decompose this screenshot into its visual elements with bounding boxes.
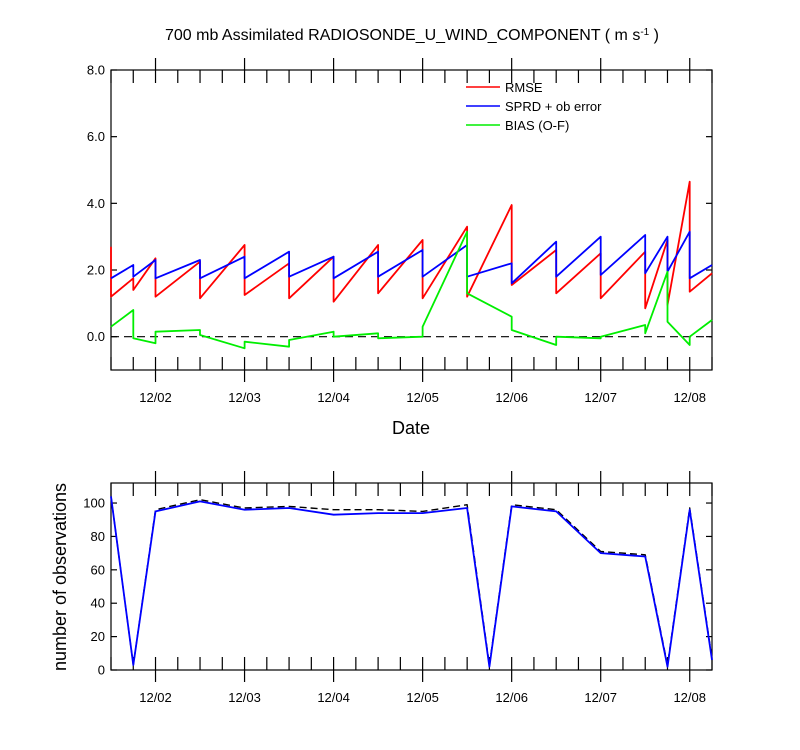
chart-title: 700 mb Assimilated RADIOSONDE_U_WIND_COM…: [165, 27, 659, 45]
x-tick-label: 12/05: [406, 690, 439, 705]
x-tick-label: 12/07: [584, 690, 617, 705]
bottom-y-axis-title: number of observations: [50, 483, 70, 671]
y-tick-label: 40: [91, 596, 105, 611]
x-tick-label: 12/06: [495, 690, 528, 705]
legend-label-rmse: RMSE: [505, 80, 543, 95]
x-tick-label: 12/02: [139, 390, 172, 405]
y-tick-label: 100: [83, 496, 105, 511]
x-tick-label: 12/02: [139, 690, 172, 705]
legend-label-bias: BIAS (O-F): [505, 118, 569, 133]
x-tick-label: 12/05: [406, 390, 439, 405]
series-line-assimilated-observations: [110, 496, 713, 668]
top-x-ticks: 12/02 12/03 12/04 12/05 12/06 12/07 12/08: [110, 58, 713, 405]
x-tick-label: 12/08: [673, 390, 706, 405]
y-tick-label: 0: [98, 663, 105, 678]
y-tick-label: 60: [91, 562, 105, 577]
series-line-rmse: [110, 180, 713, 310]
y-tick-label: 0.0: [87, 329, 105, 344]
top-y-ticks: 0.0 2.0 4.0 6.0 8.0: [87, 63, 712, 344]
series-line-bias-o-f: [110, 230, 713, 350]
legend: RMSE SPRD + ob error BIAS (O-F): [466, 80, 602, 133]
y-tick-label: 80: [91, 529, 105, 544]
legend-label-sprd: SPRD + ob error: [505, 99, 602, 114]
x-tick-label: 12/07: [584, 390, 617, 405]
bottom-plot-frame: [110, 482, 713, 671]
x-tick-label: 12/03: [228, 390, 261, 405]
bottom-series-group: [110, 496, 713, 668]
top-plot-frame: [110, 69, 713, 371]
top-x-axis-title: Date: [392, 418, 430, 438]
x-tick-label: 12/03: [228, 690, 261, 705]
y-tick-label: 4.0: [87, 196, 105, 211]
x-tick-label: 12/06: [495, 390, 528, 405]
series-line-possible-observations: [110, 496, 713, 666]
bottom-plot-area: 0 20 40 60 80 100 12/02 12/03 12/04 12/05 12/06 12…: [83, 471, 713, 705]
x-tick-label: 12/08: [673, 690, 706, 705]
y-tick-label: 8.0: [87, 63, 105, 78]
y-tick-label: 20: [91, 629, 105, 644]
y-tick-label: 6.0: [87, 129, 105, 144]
bottom-y-ticks: 0 20 40 60 80 100: [83, 496, 712, 678]
x-tick-label: 12/04: [317, 390, 350, 405]
x-tick-label: 12/04: [317, 690, 350, 705]
top-plot-area: 0.02.04.06.08.0 12/02 12/03 12/04 12/05 12/0…: [87, 58, 713, 405]
top-series-group: [110, 180, 713, 350]
y-tick-label: 2.0: [87, 263, 105, 278]
series-line-sprd-ob-error: [110, 230, 713, 285]
